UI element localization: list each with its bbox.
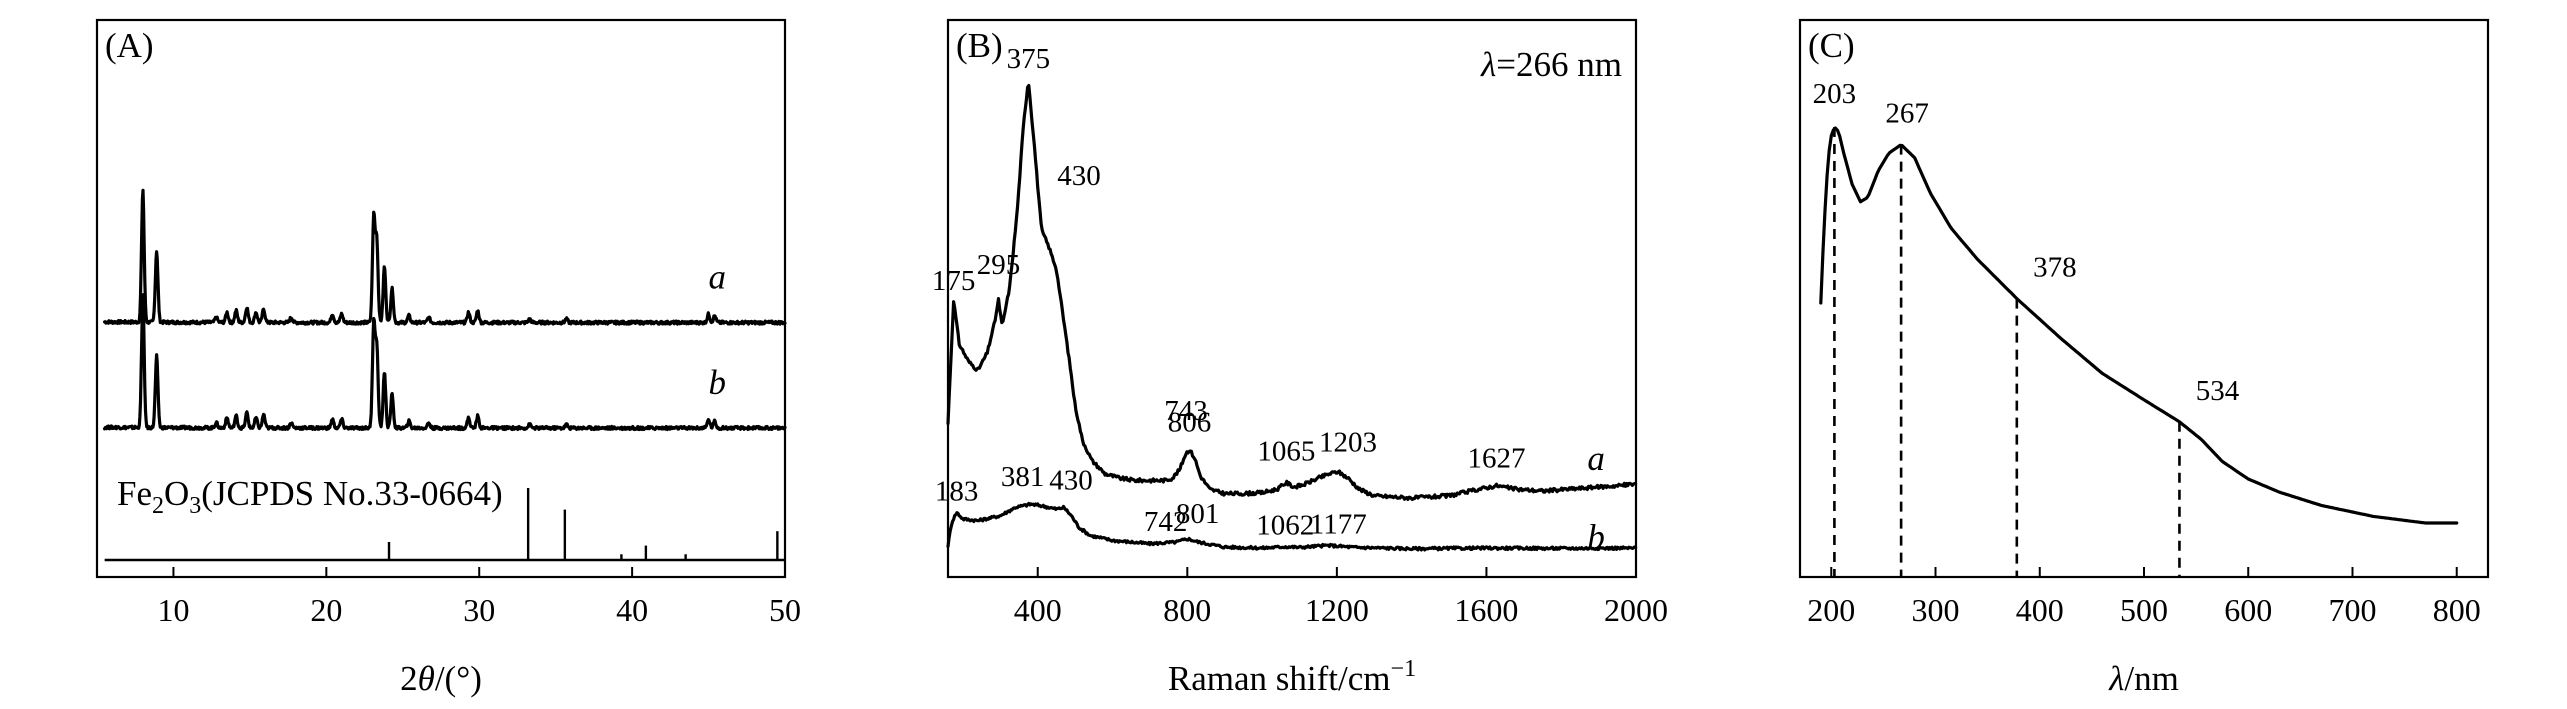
panel-b-series-b-name: b [1587, 517, 1605, 556]
panel-a-x-tick-label: 20 [310, 592, 342, 628]
panel-b-x-tick-label: 1600 [1454, 592, 1518, 628]
panel-c-x-tick-label: 700 [2328, 592, 2376, 628]
panel-a-frame [95, 18, 787, 579]
panel-b-peak-label: 175 [932, 265, 976, 297]
panel-b-peak-label: 1062 [1256, 510, 1314, 542]
panel-c: 200 300 400 500 600 700 800 203 267 378 534 (C) λ… [1798, 18, 2490, 698]
panel-a-x-tick-label: 30 [463, 592, 495, 628]
panel-c-marker-label: 203 [1813, 78, 1857, 110]
panel-b-label: (B) [956, 26, 1003, 65]
panel-c-x-tick-label: 400 [2016, 592, 2064, 628]
panel-b-x-ticks: 400 800 1200 1600 2000 [1014, 567, 1668, 628]
panel-a-label: (A) [105, 26, 154, 65]
panel-b-peak-label: 375 [1007, 43, 1051, 75]
panel-b-series-b-line [946, 501, 1638, 552]
panel-b-peak-label: 743 [1164, 395, 1208, 427]
panel-a: 10 20 30 40 50 (A) a b Fe2O3(JCPDS No.33-066… [95, 18, 801, 698]
panel-b-peak-label: 183 [935, 475, 979, 507]
panel-c-x-tick-label: 600 [2224, 592, 2272, 628]
panel-c-x-tick-label: 200 [1807, 592, 1855, 628]
panel-c-marker-lines [1833, 127, 2181, 577]
panel-b-series-a-name: a [1587, 439, 1605, 478]
panel-c-x-tick-label: 800 [2433, 592, 2481, 628]
panel-c-series-line [1819, 126, 2459, 525]
panel-b-peak-label: 742 [1144, 506, 1188, 538]
panel-b-peak-label: 430 [1049, 464, 1093, 496]
panel-a-x-tick-label: 10 [157, 592, 189, 628]
panel-b-series-a-line [946, 83, 1638, 501]
panel-a-x-axis-label: 2θ/(°) [400, 659, 482, 698]
panel-c-marker-label: 267 [1885, 98, 1929, 130]
panel-a-reference-lines [387, 488, 779, 560]
panel-b-annotation: λ=266 nm [1480, 45, 1622, 84]
panel-c-x-tick-label: 300 [1912, 592, 1960, 628]
panel-b-x-tick-label: 800 [1163, 592, 1211, 628]
panel-c-x-axis-label: λ/nm [2108, 659, 2179, 698]
panel-c-x-tick-label: 500 [2120, 592, 2168, 628]
panel-b-peak-label: 801 [1176, 498, 1220, 530]
panel-b-peak-label: 806 [1168, 407, 1212, 439]
panel-b-x-tick-label: 400 [1014, 592, 1062, 628]
panel-b-peak-label: 295 [977, 249, 1021, 281]
panel-a-x-tick-label: 40 [616, 592, 648, 628]
panel-b-peak-label: 381 [1001, 461, 1045, 493]
panel-a-series-b-line [103, 293, 787, 432]
panel-b-x-axis-label: Raman shift/cm−1 [1168, 656, 1416, 698]
panel-b-peak-label: 430 [1057, 160, 1101, 192]
panel-b-peak-label: 1203 [1319, 427, 1377, 459]
panel-a-x-tick-label: 50 [769, 592, 801, 628]
panel-a-series-a-line [103, 188, 787, 326]
panel-b-peak-label: 1627 [1468, 443, 1526, 475]
panel-a-series-b-name: b [709, 363, 727, 402]
panel-c-marker-labels: 203 267 378 534 [1813, 78, 2240, 407]
panel-c-x-ticks: 200 300 400 500 600 700 800 [1807, 567, 2481, 628]
panel-b-x-tick-label: 2000 [1604, 592, 1668, 628]
panel-b-peak-label: 1065 [1257, 436, 1315, 468]
panel-c-marker-label: 534 [2196, 375, 2240, 407]
panel-c-marker-label: 378 [2033, 252, 2077, 284]
panel-a-series-a-name: a [709, 258, 727, 297]
panel-b-x-tick-label: 1200 [1305, 592, 1369, 628]
panel-b-frame [946, 18, 1638, 579]
panel-a-reference-label: Fe2O3(JCPDS No.33-0664) [117, 474, 503, 519]
panel-c-label: (C) [1808, 26, 1855, 65]
panel-a-x-ticks: 10 20 30 40 50 [157, 567, 801, 628]
panel-b-peak-label: 1177 [1310, 508, 1367, 540]
